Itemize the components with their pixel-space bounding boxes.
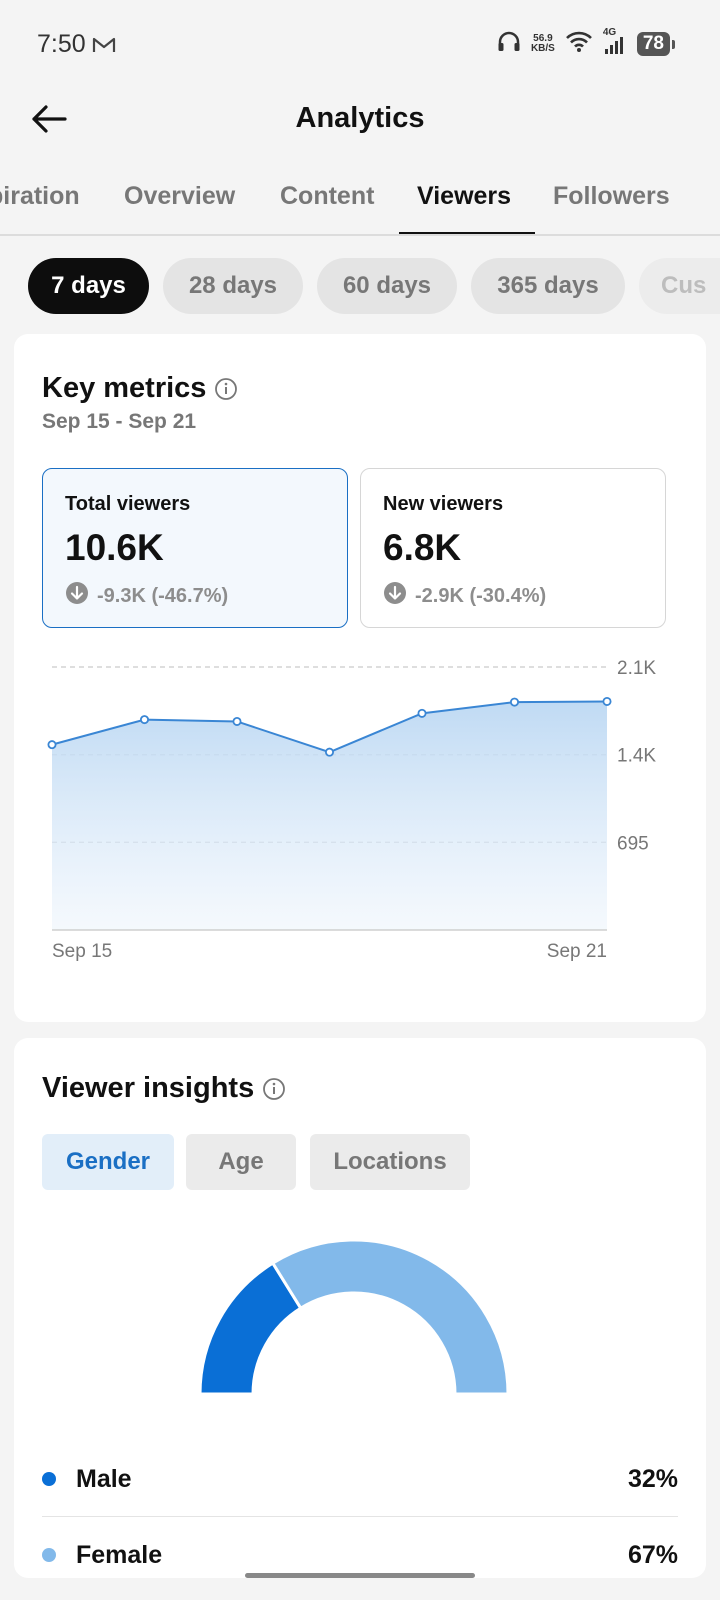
x-tick-label: Sep 15 bbox=[52, 941, 112, 962]
period-7-days[interactable]: 7 days bbox=[28, 258, 149, 314]
key-metrics-heading: Key metrics bbox=[42, 372, 238, 405]
legend-percent: 67% bbox=[627, 1540, 678, 1569]
y-tick-label: 2.1K bbox=[617, 658, 656, 679]
period-365-days[interactable]: 365 days bbox=[471, 258, 625, 314]
viewer-insights-title: Viewer insights bbox=[42, 1072, 255, 1104]
key-metrics-title: Key metrics bbox=[42, 372, 207, 404]
net-speed: 56.9 KB/S bbox=[530, 32, 555, 54]
legend-name: Female bbox=[76, 1540, 163, 1569]
net-speed-value: 56.9 bbox=[533, 32, 553, 44]
status-icons: 56.9 KB/S 4G 78 bbox=[497, 27, 676, 57]
mail-icon bbox=[92, 36, 116, 59]
series-area bbox=[52, 701, 607, 930]
segment-age[interactable]: Age bbox=[186, 1134, 296, 1190]
analytics-tabs: piration Overview Content Viewers Follow… bbox=[0, 168, 720, 236]
tab-overview[interactable]: Overview bbox=[124, 182, 236, 210]
headphones-icon bbox=[497, 30, 521, 57]
data-point-sep-16[interactable] bbox=[140, 715, 150, 725]
data-point-sep-21[interactable] bbox=[602, 696, 612, 706]
period-selector: 7 days 28 days 60 days 365 days Cus bbox=[0, 258, 720, 314]
metric-label: New viewers bbox=[383, 493, 504, 515]
donut-slice-female[interactable] bbox=[270, 1238, 510, 1396]
signal-icon: 4G bbox=[603, 27, 627, 55]
x-tick-label: Sep 21 bbox=[547, 941, 607, 962]
key-metrics-card: Key metrics Sep 15 - Sep 21 Total viewer… bbox=[14, 334, 706, 1022]
back-button[interactable] bbox=[26, 98, 72, 144]
info-icon[interactable] bbox=[262, 1077, 286, 1101]
active-tab-indicator bbox=[399, 232, 535, 234]
battery-icon: 78 bbox=[636, 31, 676, 56]
data-point-sep-20[interactable] bbox=[509, 697, 519, 707]
period-28-days[interactable]: 28 days bbox=[163, 258, 303, 314]
network-type: 4G bbox=[602, 26, 617, 38]
legend-dot bbox=[42, 1548, 56, 1562]
segment-gender[interactable]: Gender bbox=[42, 1134, 174, 1190]
home-indicator bbox=[245, 1573, 475, 1578]
metric-value: 10.6K bbox=[65, 527, 164, 568]
period-custom[interactable]: Cus bbox=[639, 258, 720, 314]
metric-change-text: -9.3K (-46.7%) bbox=[97, 584, 229, 607]
data-point-sep-15[interactable] bbox=[47, 740, 57, 750]
page-title: Analytics bbox=[295, 102, 425, 134]
status-time: 7:50 bbox=[37, 30, 86, 58]
tab-followers[interactable]: Followers bbox=[553, 182, 670, 210]
metric-change-text: -2.9K (-30.4%) bbox=[415, 584, 547, 607]
viewer-insights-heading: Viewer insights bbox=[42, 1072, 286, 1105]
metric-card-total-viewers[interactable]: Total viewers 10.6K -9.3K (-46.7%) bbox=[42, 468, 348, 628]
tab-inspiration[interactable]: piration bbox=[0, 182, 80, 210]
viewer-insights-card: Viewer insights Gender Age Locations Mal… bbox=[14, 1038, 706, 1578]
arrow-down-circle-icon bbox=[383, 581, 407, 611]
data-point-sep-18[interactable] bbox=[324, 747, 334, 757]
metric-change: -2.9K (-30.4%) bbox=[383, 581, 546, 611]
legend-percent: 32% bbox=[627, 1464, 678, 1493]
viewers-line-chart: 2.1K 1.4K 695 Sep 15 Sep 21 bbox=[47, 658, 656, 962]
metric-value: 6.8K bbox=[383, 527, 462, 568]
y-tick-label: 1.4K bbox=[617, 746, 656, 767]
legend-dot bbox=[42, 1472, 56, 1486]
segment-locations[interactable]: Locations bbox=[310, 1134, 470, 1190]
arrow-down-circle-icon bbox=[65, 581, 89, 611]
period-60-days[interactable]: 60 days bbox=[317, 258, 457, 314]
legend-divider bbox=[42, 1516, 678, 1517]
legend-row-female: Female 67% bbox=[42, 1518, 678, 1592]
legend-row-male: Male 32% bbox=[42, 1442, 678, 1516]
net-speed-unit: KB/S bbox=[530, 42, 555, 54]
tab-viewers[interactable]: Viewers bbox=[417, 182, 512, 210]
metric-label: Total viewers bbox=[65, 493, 191, 515]
data-point-sep-17[interactable] bbox=[232, 716, 242, 726]
tab-content[interactable]: Content bbox=[280, 182, 375, 210]
date-range: Sep 15 - Sep 21 bbox=[42, 410, 197, 433]
data-point-sep-19[interactable] bbox=[417, 708, 427, 718]
info-icon[interactable] bbox=[214, 377, 238, 401]
gender-semi-donut-chart bbox=[198, 1238, 510, 1396]
metric-change: -9.3K (-46.7%) bbox=[65, 581, 228, 611]
arrow-left-icon bbox=[29, 103, 69, 140]
legend-name: Male bbox=[76, 1464, 132, 1493]
app-header: Analytics bbox=[0, 92, 720, 148]
wifi-icon bbox=[565, 30, 593, 57]
y-tick-label: 695 bbox=[617, 833, 649, 854]
metric-card-new-viewers[interactable]: New viewers 6.8K -2.9K (-30.4%) bbox=[360, 468, 666, 628]
status-bar: 7:50 56.9 KB/S 4G 78 bbox=[0, 0, 720, 92]
